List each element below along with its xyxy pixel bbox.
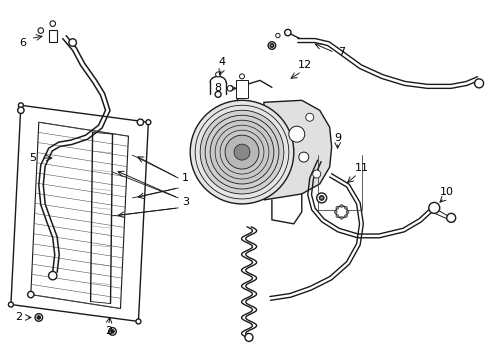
Text: 3: 3 (182, 197, 188, 207)
Circle shape (275, 33, 280, 38)
Circle shape (333, 210, 336, 213)
Circle shape (446, 213, 455, 222)
Circle shape (346, 210, 348, 213)
Circle shape (145, 120, 151, 125)
Bar (236, 80, 247, 98)
Circle shape (35, 314, 42, 321)
Text: 7: 7 (337, 48, 345, 58)
Text: 2: 2 (15, 312, 22, 323)
Text: 11: 11 (354, 163, 368, 173)
Circle shape (234, 144, 249, 160)
Text: 10: 10 (439, 187, 453, 197)
Circle shape (305, 113, 313, 121)
Circle shape (344, 215, 346, 217)
Circle shape (428, 202, 439, 213)
Circle shape (335, 206, 347, 218)
Circle shape (316, 193, 326, 203)
Circle shape (267, 42, 275, 49)
Circle shape (18, 107, 24, 113)
Circle shape (224, 135, 259, 169)
Circle shape (19, 103, 23, 108)
Circle shape (340, 204, 343, 207)
Bar (49, 30, 57, 41)
Circle shape (108, 328, 116, 335)
Text: 4: 4 (218, 58, 225, 67)
Circle shape (215, 72, 220, 77)
Circle shape (210, 120, 273, 184)
Circle shape (69, 39, 76, 46)
Circle shape (50, 21, 56, 26)
Circle shape (335, 215, 338, 217)
Circle shape (312, 170, 320, 178)
Text: 9: 9 (333, 133, 341, 143)
Text: 2: 2 (105, 327, 112, 336)
Circle shape (190, 100, 293, 204)
Text: 8: 8 (214, 84, 221, 93)
Circle shape (319, 196, 323, 200)
Circle shape (111, 330, 114, 333)
Circle shape (37, 316, 41, 319)
Circle shape (136, 319, 141, 324)
Circle shape (239, 74, 244, 79)
Circle shape (215, 91, 221, 97)
Circle shape (8, 302, 13, 307)
Circle shape (137, 119, 143, 125)
Text: 6: 6 (20, 37, 26, 48)
Circle shape (344, 206, 346, 209)
Circle shape (244, 333, 252, 341)
Circle shape (335, 206, 338, 209)
Circle shape (298, 152, 308, 162)
Circle shape (200, 110, 283, 194)
Circle shape (284, 30, 290, 36)
Circle shape (340, 216, 343, 219)
Text: 1: 1 (182, 173, 188, 183)
Circle shape (288, 126, 304, 142)
Circle shape (28, 291, 34, 298)
Circle shape (48, 271, 57, 280)
Circle shape (474, 79, 483, 88)
Circle shape (227, 86, 232, 91)
Circle shape (269, 44, 273, 47)
Text: 12: 12 (297, 60, 311, 71)
Polygon shape (264, 100, 331, 200)
Circle shape (38, 28, 43, 33)
Text: 5: 5 (29, 153, 36, 163)
